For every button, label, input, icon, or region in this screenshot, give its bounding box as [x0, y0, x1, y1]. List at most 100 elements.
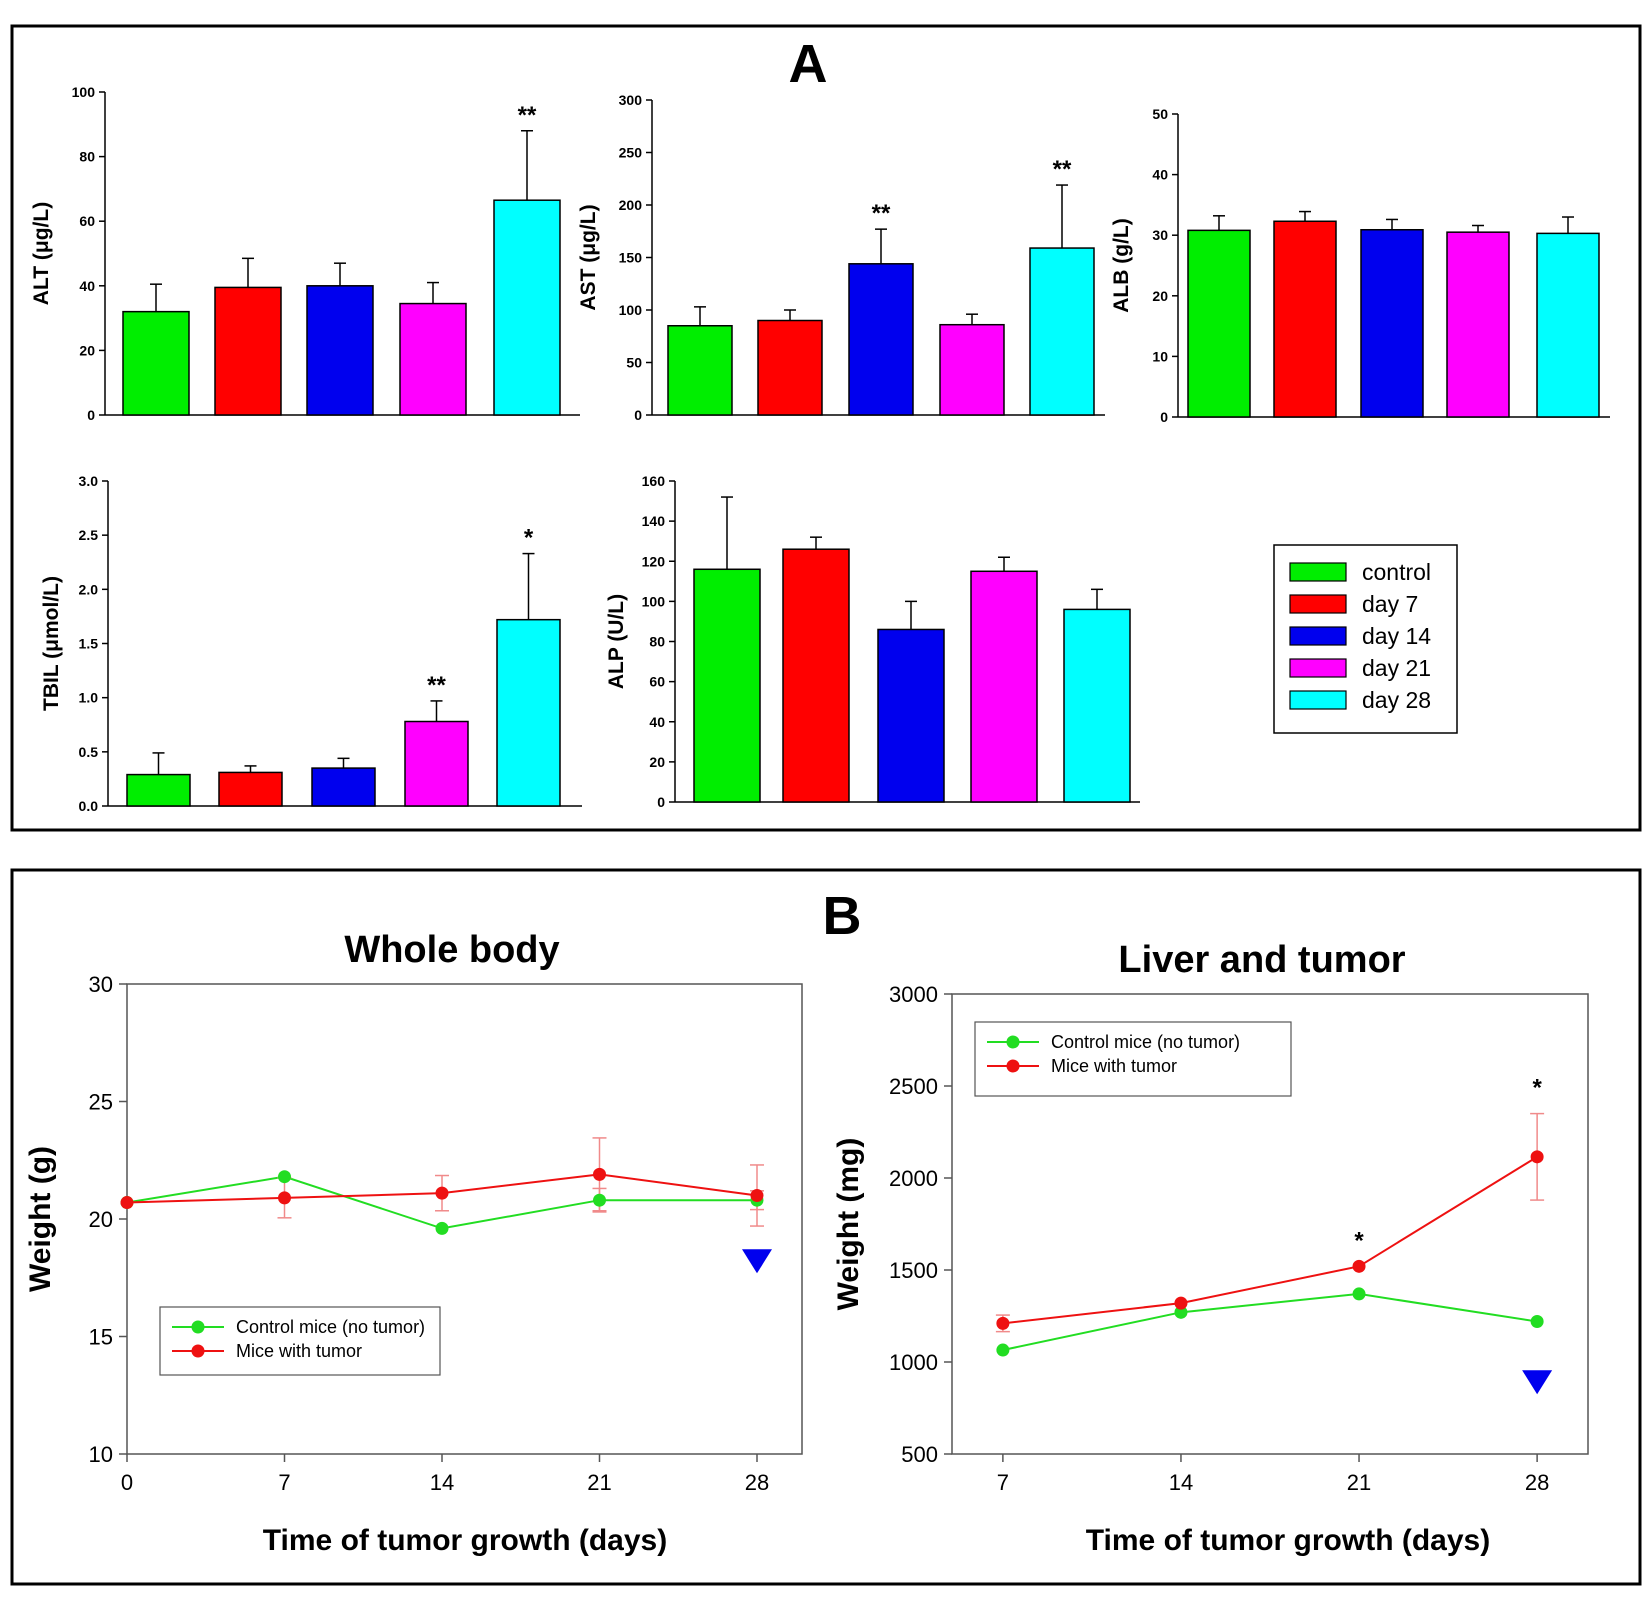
bar-day-14	[877, 628, 945, 803]
y-axis-label: ALT (μg/L)	[30, 202, 53, 305]
data-point	[996, 1343, 1010, 1357]
legend-marker	[191, 1344, 205, 1358]
legend-box	[159, 1306, 441, 1376]
data-point	[1174, 1296, 1188, 1310]
y-tick-label: 2.0	[79, 581, 99, 597]
bar-day-28	[1063, 608, 1131, 803]
legend-marker	[191, 1320, 205, 1334]
data-point	[1530, 1315, 1544, 1329]
y-tick-label: 40	[79, 278, 95, 294]
x-tick-label: 14	[430, 1470, 454, 1495]
y-tick-label: 2.5	[79, 527, 99, 543]
y-tick-label: 50	[626, 355, 642, 371]
bar-control	[122, 310, 190, 416]
bar-day-7	[218, 771, 283, 807]
y-tick-label: 0.5	[79, 744, 99, 760]
x-tick-label: 14	[1169, 1470, 1193, 1495]
data-point	[1352, 1259, 1366, 1273]
y-tick-label: 140	[642, 513, 666, 529]
y-axis-label: ALP (U/L)	[605, 594, 628, 689]
data-point	[593, 1193, 606, 1207]
y-tick-label: 80	[79, 149, 95, 165]
y-tick-label: 40	[649, 714, 665, 730]
y-tick-label: 160	[642, 473, 666, 489]
legend-label: day 14	[1362, 623, 1431, 649]
y-tick-label: 15	[89, 1325, 113, 1350]
x-tick-label: 7	[278, 1470, 290, 1495]
significance-marker: *	[1354, 1227, 1364, 1254]
bar-day-14	[1360, 228, 1424, 418]
x-tick-label: 21	[1347, 1470, 1371, 1495]
y-tick-label: 10	[1152, 348, 1168, 364]
bar-day-7	[214, 286, 282, 416]
y-tick-label: 3.0	[79, 473, 99, 489]
y-tick-label: 0	[87, 407, 95, 423]
data-point	[278, 1170, 291, 1184]
x-tick-label: 7	[997, 1470, 1009, 1495]
bar-day-14	[848, 263, 914, 416]
x-tick-label: 28	[1525, 1470, 1549, 1495]
x-tick-label: 0	[121, 1470, 133, 1495]
legend-label: Mice with tumor	[1051, 1056, 1177, 1076]
significance-marker: **	[518, 102, 537, 129]
line-charts: Whole body Time of tumor growth (days) Wei…	[24, 929, 1589, 1557]
chart-title: Liver and tumor	[1118, 939, 1405, 981]
y-tick-label: 25	[89, 1090, 113, 1115]
bar-day-21	[970, 570, 1038, 803]
line-legend: Control mice (no tumor) Mice with tumor	[159, 1306, 441, 1376]
significance-marker: *	[1532, 1075, 1542, 1102]
y-tick-label: 100	[619, 302, 643, 318]
y-tick-label: 300	[619, 92, 643, 108]
data-point	[1530, 1150, 1544, 1164]
data-point	[1352, 1287, 1366, 1301]
y-tick-label: 1.5	[79, 636, 99, 652]
bar-chart-0: 0 20 40 60 80 100 ALT (μg/L) **	[30, 84, 580, 423]
legend-marker	[1006, 1035, 1020, 1049]
y-tick-label: 100	[642, 593, 666, 609]
y-tick-label: 10	[89, 1442, 113, 1467]
y-tick-label: 20	[89, 1207, 113, 1232]
legend-marker	[1006, 1059, 1020, 1073]
legend-swatch-day-14	[1289, 626, 1347, 646]
y-tick-label: 0.0	[79, 798, 99, 814]
y-tick-label: 30	[1152, 227, 1168, 243]
series-line-1	[1002, 1155, 1538, 1325]
legend-label: Control mice (no tumor)	[1051, 1032, 1240, 1052]
bar-control	[1187, 229, 1251, 418]
legend-swatch-day-21	[1289, 658, 1347, 678]
y-tick-label: 30	[89, 972, 113, 997]
data-point	[593, 1167, 606, 1181]
y-tick-label: 500	[901, 1442, 938, 1467]
y-tick-label: 120	[642, 553, 666, 569]
bar-day-14	[311, 767, 376, 807]
bar-day-28	[1536, 232, 1600, 418]
y-tick-label: 20	[1152, 288, 1168, 304]
plot-frame	[126, 983, 803, 1455]
chart-title: Whole body	[344, 929, 559, 971]
y-tick-label: 0	[1160, 409, 1168, 425]
series-line-0	[1002, 1292, 1538, 1352]
line-chart-0: Whole body Time of tumor growth (days) Wei…	[24, 929, 803, 1557]
bar-control	[126, 773, 191, 807]
bar-day-21	[399, 302, 467, 416]
bar-day-21	[1446, 231, 1510, 418]
line-legend: Control mice (no tumor) Mice with tumor	[974, 1021, 1292, 1097]
y-tick-label: 2000	[889, 1166, 938, 1191]
bar-control	[693, 568, 761, 803]
panel-b-frame	[10, 868, 1642, 1586]
data-point	[435, 1221, 449, 1235]
blue-triangle-marker	[1522, 1370, 1553, 1395]
data-point	[435, 1186, 449, 1200]
y-axis-label: TBIL (μmol/L)	[40, 576, 63, 711]
y-axis-label: Weight (g)	[24, 1146, 57, 1292]
data-point	[278, 1191, 291, 1205]
bar-chart-2: 0 10 20 30 40 50 ALB (g/L)	[1110, 106, 1610, 425]
data-point	[1174, 1305, 1188, 1319]
bar-day-7	[782, 548, 850, 803]
x-tick-label: 28	[745, 1470, 769, 1495]
legend-label: day 28	[1362, 687, 1431, 713]
panel-a-frame	[10, 24, 1642, 832]
y-tick-label: 40	[1152, 167, 1168, 183]
legend-box	[974, 1021, 1292, 1097]
